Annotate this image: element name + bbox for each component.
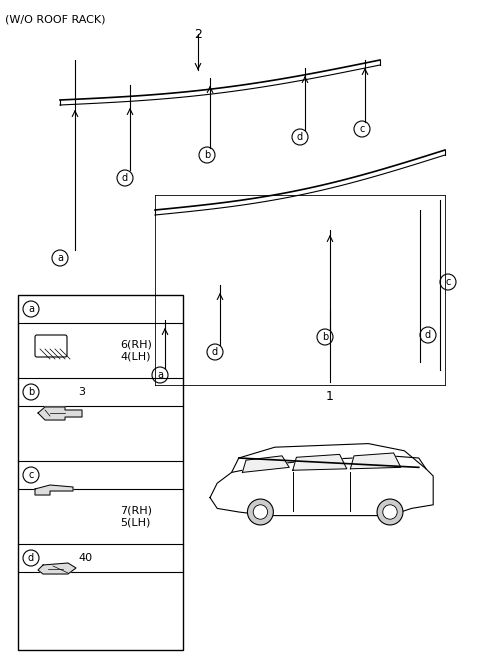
Text: d: d <box>28 553 34 563</box>
Text: a: a <box>57 253 63 263</box>
Polygon shape <box>38 407 82 420</box>
Text: (W/O ROOF RACK): (W/O ROOF RACK) <box>5 14 106 24</box>
Text: a: a <box>28 304 34 314</box>
Polygon shape <box>35 485 73 495</box>
Polygon shape <box>242 456 289 472</box>
Polygon shape <box>350 453 401 469</box>
Text: d: d <box>212 347 218 357</box>
Text: 3: 3 <box>78 387 85 397</box>
Text: b: b <box>204 150 210 160</box>
Circle shape <box>383 505 397 519</box>
Text: 1: 1 <box>326 390 334 403</box>
Text: 6(RH)
4(LH): 6(RH) 4(LH) <box>120 339 152 361</box>
Polygon shape <box>293 455 347 470</box>
Text: c: c <box>445 277 451 287</box>
Text: 7(RH)
5(LH): 7(RH) 5(LH) <box>120 505 152 527</box>
Text: d: d <box>425 330 431 340</box>
Text: a: a <box>157 370 163 380</box>
Bar <box>18 295 183 650</box>
Text: 2: 2 <box>194 28 202 41</box>
Text: d: d <box>122 173 128 183</box>
Text: c: c <box>360 124 365 134</box>
Text: d: d <box>297 132 303 142</box>
Text: c: c <box>28 470 34 480</box>
Polygon shape <box>38 563 76 574</box>
Circle shape <box>253 505 267 519</box>
Text: b: b <box>28 387 34 397</box>
Circle shape <box>248 499 273 525</box>
Text: 40: 40 <box>78 553 92 563</box>
Text: b: b <box>322 332 328 342</box>
Polygon shape <box>210 456 433 516</box>
Circle shape <box>377 499 403 525</box>
